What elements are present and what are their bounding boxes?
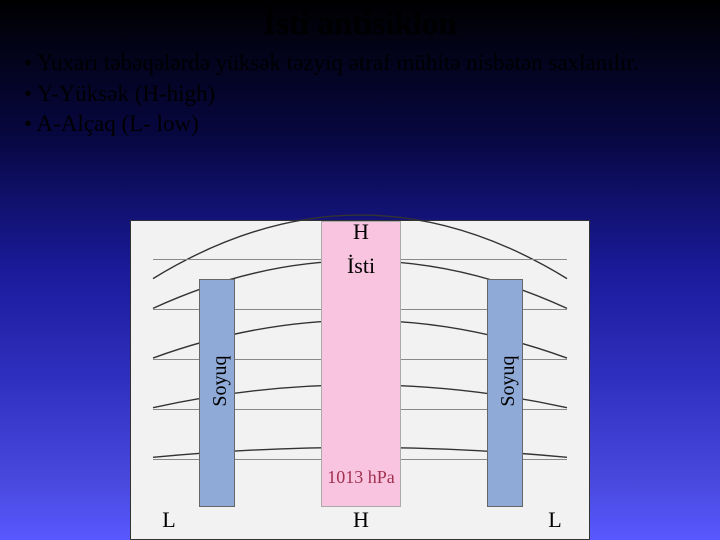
cold-label-left: Soyuq bbox=[209, 355, 232, 406]
bullet-item: Yuxarı təbəqələrdə yüksək təzyiq ətraf m… bbox=[24, 49, 696, 77]
cold-label-right: Soyuq bbox=[497, 355, 520, 406]
page-title: İsti antisiklon bbox=[0, 0, 720, 43]
bottom-label-H: H bbox=[353, 507, 369, 533]
diagram-plot: H İsti Soyuq Soyuq 1013 hPa bbox=[153, 221, 567, 507]
pressure-label: 1013 hPa bbox=[327, 467, 395, 488]
warm-label: İsti bbox=[347, 253, 375, 279]
bottom-label-L-right: L bbox=[548, 507, 561, 533]
bottom-label-L-left: L bbox=[162, 507, 175, 533]
bullet-item: A-Alçaq (L- low) bbox=[24, 110, 696, 138]
diagram-container: H İsti Soyuq Soyuq 1013 hPa L H L bbox=[130, 220, 590, 540]
top-high-label: H bbox=[353, 219, 369, 245]
bullet-list: Yuxarı təbəqələrdə yüksək təzyiq ətraf m… bbox=[0, 43, 720, 138]
bullet-item: Y-Yüksək (H-high) bbox=[24, 80, 696, 108]
